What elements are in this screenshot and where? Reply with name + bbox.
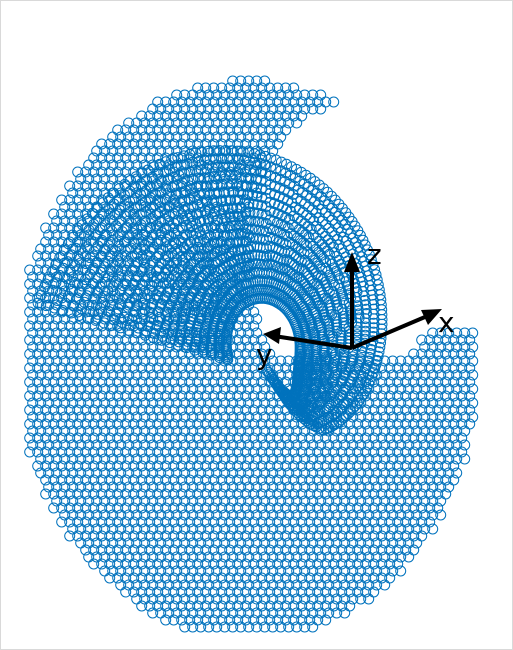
- data-point: [249, 215, 261, 227]
- data-point: [250, 232, 262, 244]
- data-point: [252, 249, 264, 261]
- data-point: [355, 349, 367, 361]
- data-point: [307, 103, 319, 115]
- data-point: [24, 278, 36, 290]
- data-point: [86, 299, 98, 311]
- data-point: [84, 306, 96, 317]
- data-point: [259, 145, 271, 157]
- data-point: [243, 271, 255, 283]
- data-point: [251, 187, 263, 199]
- data-point: [24, 292, 36, 304]
- data-point: [197, 347, 209, 358]
- data-point: [251, 173, 263, 185]
- data-point: [56, 194, 68, 206]
- data-point: [72, 166, 84, 178]
- data-point: [265, 152, 277, 164]
- data-point: [90, 314, 102, 326]
- data-point: [291, 117, 303, 129]
- data-point: [281, 158, 292, 170]
- data-point: [264, 249, 276, 261]
- data-point: [115, 322, 126, 334]
- data-point: [274, 173, 286, 185]
- data-point: [229, 194, 241, 206]
- data-point: [283, 117, 295, 129]
- data-point: [24, 306, 36, 318]
- data-point: [337, 310, 349, 322]
- data-point: [293, 271, 305, 283]
- data-point: [256, 208, 268, 220]
- data-point: [275, 131, 287, 143]
- data-point: [260, 209, 272, 221]
- data-point: [243, 257, 255, 269]
- data-point: [243, 201, 255, 213]
- data-point: [236, 180, 248, 192]
- data-point: [57, 305, 69, 316]
- data-point: [243, 187, 255, 199]
- data-point: [40, 222, 52, 234]
- data-point: [275, 156, 287, 168]
- data-point: [338, 314, 350, 326]
- data-point: [364, 348, 376, 359]
- data-point: [43, 292, 55, 304]
- data-point: [344, 288, 356, 300]
- data-point: [315, 103, 327, 115]
- data-point: [267, 145, 279, 157]
- data-point: [48, 208, 60, 220]
- data-point: [253, 224, 265, 236]
- data-point: [257, 225, 269, 237]
- data-point: [32, 297, 44, 309]
- data-point: [64, 180, 76, 192]
- data-point: [156, 334, 168, 346]
- data-point: [275, 165, 287, 177]
- data-point: [285, 169, 296, 181]
- data-point: [299, 103, 311, 115]
- data-point: [279, 175, 291, 187]
- data-point: [252, 207, 264, 219]
- data-point: [370, 269, 382, 281]
- data-point: [243, 215, 255, 227]
- data-point: [374, 341, 386, 353]
- data-point: [310, 232, 322, 244]
- data-point: [260, 217, 272, 229]
- data-point: [371, 274, 383, 286]
- data-point: [102, 285, 114, 297]
- y-axis-label: y: [256, 338, 273, 371]
- data-point: [264, 205, 276, 217]
- z-axis-label: z: [367, 238, 382, 271]
- data-point: [243, 285, 255, 297]
- data-point: [249, 249, 261, 261]
- data-point: [32, 250, 44, 262]
- data-point: [332, 405, 344, 417]
- data-point: [365, 343, 377, 355]
- data-point: [107, 294, 119, 306]
- data-point: [328, 96, 340, 108]
- data-point: [280, 167, 292, 179]
- x-axis-label: x: [438, 306, 455, 339]
- data-point: [82, 312, 94, 324]
- data-point: [270, 163, 282, 175]
- data-point: [372, 279, 384, 291]
- data-point: [251, 313, 263, 325]
- data-point: [305, 192, 317, 204]
- data-point: [243, 229, 255, 241]
- data-point: [24, 264, 36, 276]
- data-point: [257, 217, 268, 228]
- data-point: [243, 243, 255, 255]
- data-point: [24, 320, 36, 332]
- data-point: [232, 227, 244, 239]
- data-point: [327, 397, 339, 409]
- data-point: [47, 284, 59, 296]
- data-point: [259, 159, 271, 171]
- data-point: [89, 293, 101, 305]
- data-point: [286, 161, 297, 173]
- scatter-points: [24, 75, 479, 633]
- data-point: [297, 206, 309, 218]
- data-point: [354, 356, 366, 368]
